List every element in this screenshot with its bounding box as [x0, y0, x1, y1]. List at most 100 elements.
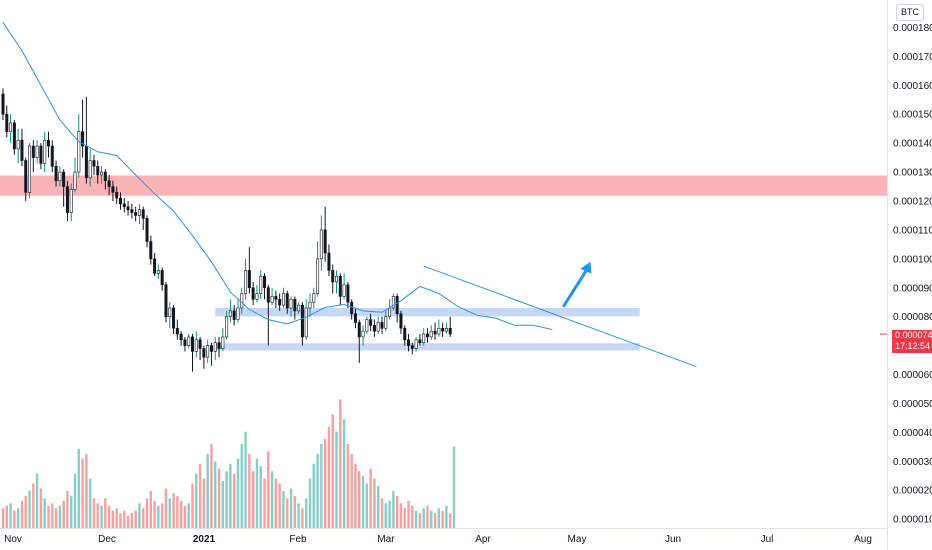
volume-bar [282, 490, 285, 528]
candle-down [407, 339, 411, 346]
volume-bar [123, 510, 126, 528]
candle-down [50, 145, 54, 167]
volume-bar [229, 463, 232, 528]
volume-bar [198, 463, 202, 528]
volume-bar [111, 510, 115, 528]
volume-bar [195, 473, 198, 528]
volume-bar [452, 446, 456, 528]
candle-down [331, 270, 335, 283]
candle-down [425, 333, 429, 338]
volume-bar [437, 508, 441, 528]
volume-bar [305, 498, 308, 528]
volume-bar [1, 508, 5, 528]
volume-bar [176, 495, 179, 528]
overlays-layer [2, 22, 887, 368]
volume-bar [430, 510, 433, 528]
volume-bar [54, 508, 58, 528]
volume-bar [149, 490, 153, 528]
candle-up [281, 293, 285, 306]
candle-down [145, 218, 149, 242]
candle-up [384, 316, 388, 329]
volume-bar [145, 498, 149, 528]
time-tick-label: May [568, 534, 587, 545]
volume-bar [88, 478, 92, 528]
volume-bar [16, 508, 20, 528]
volume-bar [191, 483, 194, 528]
currency-badge[interactable]: BTC [896, 4, 924, 21]
candle-down [274, 296, 278, 300]
trendline [423, 265, 697, 368]
volume-bar [286, 498, 289, 528]
volume-bar [407, 500, 410, 528]
candle-down [24, 160, 28, 193]
volume-bar [210, 443, 213, 528]
candle-down [179, 333, 183, 341]
volume-bar [85, 453, 88, 528]
volume-bar [142, 508, 145, 528]
candle-down [62, 171, 66, 187]
candle-down [198, 339, 202, 349]
volume-bar [323, 439, 327, 528]
candle-down [300, 304, 304, 338]
candle-down [31, 145, 35, 158]
candle-down [5, 113, 9, 132]
candle-down [107, 180, 111, 187]
volume-bar [39, 488, 43, 528]
volume-bar [312, 463, 315, 528]
time-tick-label: Jun [665, 534, 681, 545]
candle-down [395, 296, 399, 315]
volume-bar [426, 505, 429, 528]
time-tick-label: 2021 [193, 534, 216, 545]
time-tick-label: Nov [4, 534, 22, 545]
arrow-head [580, 261, 592, 274]
time-axis[interactable]: Nov Dec 2021 Feb Mar Apr May Jun Jul Aug [4, 534, 872, 545]
volume-bar [202, 478, 206, 528]
volume-bar [297, 503, 300, 528]
candle-down [130, 209, 134, 213]
candle-down [285, 293, 289, 309]
volume-bar [418, 513, 422, 528]
candle-up [58, 171, 62, 182]
price-tick-label: 0.0000100 [893, 515, 932, 526]
candle-up [73, 171, 77, 190]
volume-bar [77, 448, 80, 528]
candle-up [429, 330, 433, 338]
volume-bar [449, 513, 452, 528]
volume-bar [168, 498, 171, 528]
candle-up [213, 342, 217, 352]
candle-up [259, 275, 263, 294]
candle-down [92, 160, 96, 167]
candle-down [266, 287, 270, 303]
candle-up [77, 131, 81, 173]
volume-bar [24, 495, 27, 528]
volume-bar [5, 505, 8, 528]
candle-down [217, 342, 221, 349]
candle-up [88, 160, 92, 179]
candle-down [346, 284, 350, 303]
candle-down [111, 186, 115, 193]
volume-bar [115, 508, 118, 528]
volume-bar [153, 500, 156, 528]
candle-down [46, 139, 50, 147]
volume-bar [160, 503, 164, 528]
candle-down [209, 345, 213, 352]
candle-down [441, 327, 445, 332]
time-tick-label: Dec [98, 534, 116, 545]
volume-bar [358, 471, 361, 528]
candle-down [350, 301, 354, 315]
candle-up [28, 145, 32, 193]
candle-down [247, 270, 251, 289]
volume-bar [369, 468, 372, 528]
volume-bar [354, 463, 357, 528]
volume-bar [335, 431, 338, 528]
candle-up [168, 307, 172, 317]
